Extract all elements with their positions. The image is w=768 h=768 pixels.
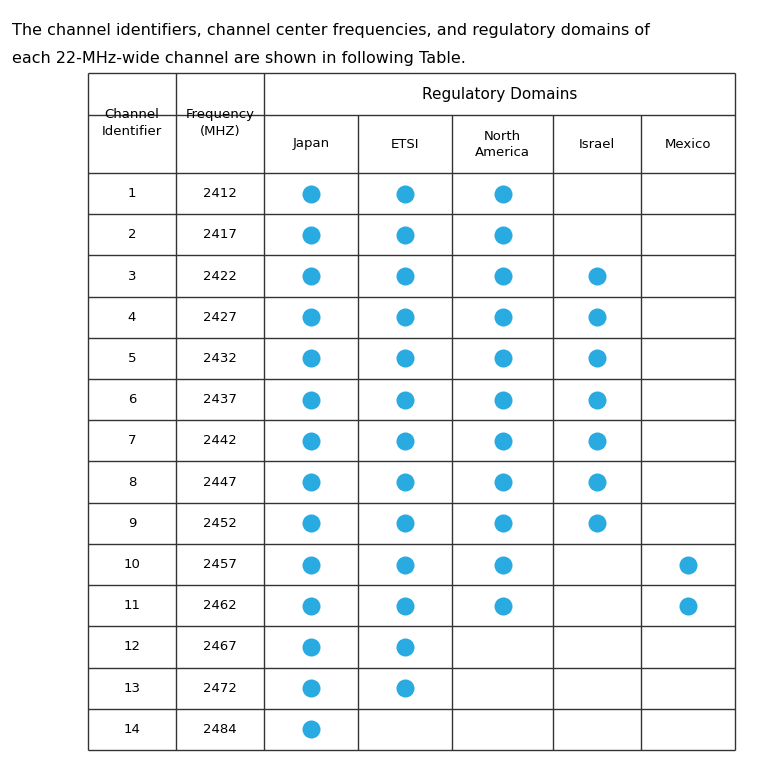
Text: Regulatory Domains: Regulatory Domains (422, 87, 578, 101)
Text: 2447: 2447 (203, 475, 237, 488)
Text: Mexico: Mexico (665, 137, 711, 151)
Text: Japan: Japan (293, 137, 329, 151)
Text: Channel
Identifier: Channel Identifier (102, 108, 162, 138)
Text: 2484: 2484 (204, 723, 237, 736)
Text: 3: 3 (127, 270, 136, 283)
Text: 1: 1 (127, 187, 136, 200)
Text: 7: 7 (127, 435, 136, 448)
Text: 6: 6 (127, 393, 136, 406)
Text: 11: 11 (124, 599, 141, 612)
Text: Israel: Israel (579, 137, 615, 151)
Text: ETSI: ETSI (391, 137, 419, 151)
Text: each 22-MHz-wide channel are shown in following Table.: each 22-MHz-wide channel are shown in fo… (12, 51, 466, 66)
Text: 2412: 2412 (203, 187, 237, 200)
Text: 12: 12 (124, 641, 141, 654)
Text: 2427: 2427 (203, 311, 237, 324)
Text: 2472: 2472 (203, 682, 237, 695)
Text: 2452: 2452 (203, 517, 237, 530)
Text: 2437: 2437 (203, 393, 237, 406)
Text: 2422: 2422 (203, 270, 237, 283)
Text: 14: 14 (124, 723, 141, 736)
Text: 2442: 2442 (203, 435, 237, 448)
Text: The channel identifiers, channel center frequencies, and regulatory domains of: The channel identifiers, channel center … (12, 23, 650, 38)
Text: 2432: 2432 (203, 352, 237, 365)
Text: 5: 5 (127, 352, 136, 365)
Text: 2457: 2457 (203, 558, 237, 571)
Text: 8: 8 (127, 475, 136, 488)
Text: 10: 10 (124, 558, 141, 571)
Text: 2417: 2417 (203, 228, 237, 241)
Text: North
America: North America (475, 130, 530, 158)
Text: 13: 13 (124, 682, 141, 695)
Text: 4: 4 (127, 311, 136, 324)
Text: 9: 9 (127, 517, 136, 530)
Text: 2467: 2467 (203, 641, 237, 654)
Text: 2462: 2462 (203, 599, 237, 612)
Text: Frequency
(MHZ): Frequency (MHZ) (186, 108, 254, 138)
Text: 2: 2 (127, 228, 136, 241)
